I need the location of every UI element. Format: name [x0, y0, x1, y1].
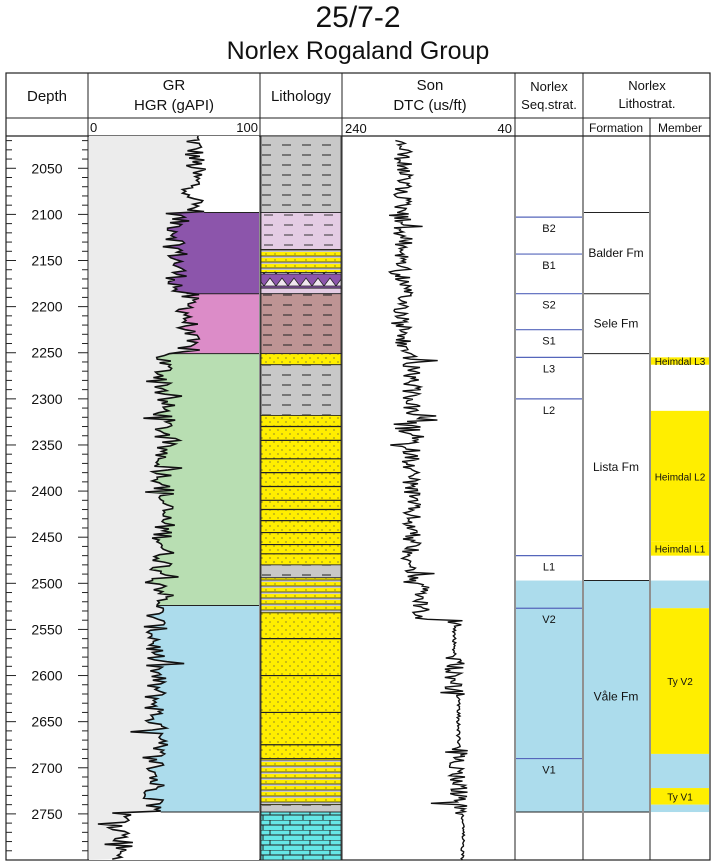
gr-curve: [97, 135, 206, 860]
depth-tick-label: 2150: [31, 253, 62, 269]
lithology-shale: [260, 364, 342, 416]
depth-header: Depth: [27, 88, 67, 105]
member-block: [651, 608, 709, 754]
lithology-shale: [260, 804, 342, 813]
depth-tick-label: 2600: [31, 668, 62, 684]
gr-zone-lista: [143, 353, 259, 606]
lithology-sand: [260, 612, 342, 759]
lithology-zigzag: [260, 272, 342, 289]
son-scale-max: 40: [498, 121, 512, 136]
seq-label-b2: B2: [542, 223, 555, 235]
gr-shading-base: [89, 136, 206, 860]
son-scale-min: 240: [345, 121, 367, 136]
chart-title: 25/7-2: [315, 1, 401, 34]
member-label: Heimdal L2: [655, 472, 706, 483]
seq-strat-track: B2 B1 S2 S1 L3 L2 L1 V2 V1: [516, 216, 582, 813]
seq-label-v2: V2: [542, 614, 555, 626]
lithology-sand: [260, 415, 342, 566]
depth-tick-label: 2050: [31, 160, 62, 176]
member-label: Heimdal L3: [655, 357, 706, 368]
member-label: Ty V1: [667, 792, 693, 803]
lithology-track: [260, 135, 342, 861]
member-block: [651, 804, 709, 813]
seq-label-b1: B1: [542, 260, 555, 272]
member-header: Member: [658, 121, 702, 135]
member-block: [651, 357, 709, 365]
lithology-tuff: [260, 287, 342, 295]
depth-tick-label: 2750: [31, 806, 62, 822]
depth-tick-label: 2650: [31, 714, 62, 730]
gr-header-line2: HGR (gAPI): [134, 97, 214, 114]
member-label: Ty V2: [667, 677, 693, 688]
gr-zone-sele: [169, 293, 259, 354]
lithology-tuff: [260, 212, 342, 250]
litho-header-line2: Lithostrat.: [618, 96, 675, 111]
member-block: [651, 788, 709, 805]
gr-track: [89, 135, 259, 860]
lithology-shale: [260, 135, 342, 213]
son-header-line2: DTC (us/ft): [393, 97, 466, 114]
formation-label: Våle Fm: [594, 689, 639, 703]
header-row: Depth GR HGR (gAPI) 0 100 Lithology Son …: [5, 72, 711, 861]
seq-header-line1: Norlex: [530, 79, 568, 94]
member-label: Heimdal L1: [655, 545, 706, 556]
depth-tick-label: 2100: [31, 206, 62, 222]
depth-axis: 2050 2100 2150 2200 2250 2300 2350 2400 2450 2500…: [6, 140, 88, 852]
seq-label-v1: V1: [542, 765, 555, 777]
member-block: [651, 580, 709, 609]
seq-vale-shading: [516, 580, 582, 813]
depth-tick-label: 2350: [31, 437, 62, 453]
chart-frame: [5, 72, 711, 861]
formation-label: Lista Fm: [593, 460, 639, 474]
member-block: [651, 541, 709, 556]
depth-tick-label: 2550: [31, 621, 62, 637]
sonic-track: [387, 139, 468, 861]
son-header-line1: Son: [417, 77, 444, 94]
lithology-shale: [260, 564, 342, 579]
lithology-sand-thin: [260, 758, 342, 806]
depth-tick-label: 2700: [31, 760, 62, 776]
lithology-mud-red: [260, 293, 342, 355]
seq-label-l2: L2: [543, 405, 555, 417]
formation-track: Balder Fm Sele Fm Lista Fm Våle Fm: [584, 212, 649, 813]
lithology-sand-thin: [260, 249, 342, 273]
seq-label-s2: S2: [542, 300, 555, 312]
seq-label-s1: S1: [542, 336, 555, 348]
gr-scale-max: 100: [236, 120, 258, 135]
seq-label-l1: L1: [543, 562, 555, 574]
chart-subtitle: Norlex Rogaland Group: [226, 37, 490, 65]
depth-tick-label: 2500: [31, 575, 62, 591]
member-track: Heimdal L3 Heimdal L2 Heimdal L1 Ty V2 Ty V1: [651, 357, 709, 813]
formation-header: Formation: [589, 121, 643, 135]
formation-label: Balder Fm: [588, 246, 643, 260]
formation-shading: [584, 580, 649, 813]
member-block: [651, 753, 709, 789]
depth-tick-label: 2200: [31, 299, 62, 315]
lithology-header: Lithology: [271, 88, 332, 105]
depth-tick-label: 2400: [31, 483, 62, 499]
depth-tick-label: 2300: [31, 391, 62, 407]
gr-header-line1: GR: [163, 77, 186, 94]
gr-zone-balder: [162, 212, 259, 294]
litho-header-line1: Norlex: [628, 78, 666, 93]
lithology-sand-thin: [260, 577, 342, 614]
seq-label-l3: L3: [543, 363, 555, 375]
sonic-curve: [387, 139, 468, 861]
lithology-sand: [260, 353, 342, 366]
lithology-limestone: [260, 811, 342, 861]
gr-scale-min: 0: [90, 120, 97, 135]
seq-header-line2: Seq.strat.: [521, 97, 577, 112]
depth-tick-label: 2450: [31, 529, 62, 545]
formation-label: Sele Fm: [594, 317, 639, 331]
member-block: [651, 410, 709, 542]
depth-tick-label: 2250: [31, 345, 62, 361]
